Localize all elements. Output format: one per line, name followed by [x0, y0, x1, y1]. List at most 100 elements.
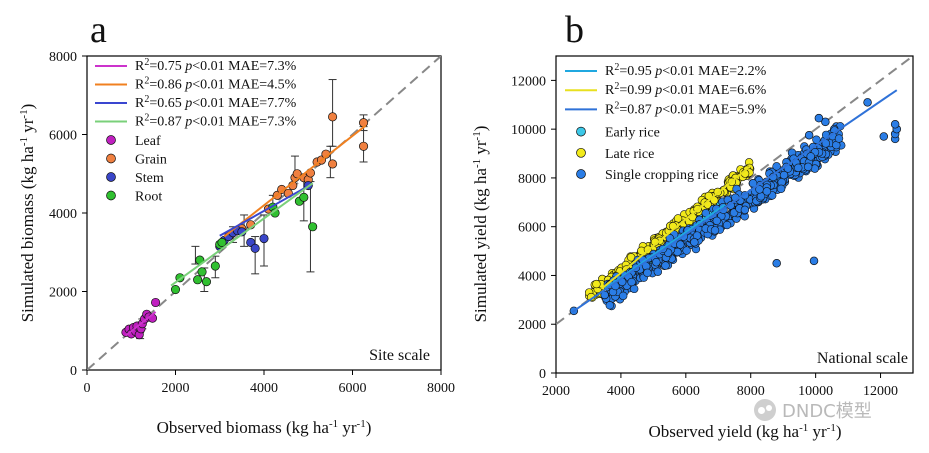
- legend-marker: [576, 169, 586, 179]
- fit-line: [125, 311, 157, 337]
- watermark: DNDC模型: [754, 396, 914, 424]
- data-point: [605, 301, 615, 310]
- y-tick-label: 4000: [518, 269, 546, 284]
- legend-series-entry: Grain: [106, 153, 167, 168]
- legend-label: Stem: [135, 171, 164, 186]
- panel-b: b 2000 4000 6000 8000 10000 12000 0 2000 4000 6000…: [471, 9, 914, 441]
- data-point: [308, 222, 318, 232]
- data-point: [259, 233, 269, 244]
- plot-frame: [555, 55, 914, 374]
- data-point: [879, 132, 889, 141]
- legend-series-entry: Stem: [106, 171, 164, 186]
- panel-a: a 0 2000 4000 6000 8000 0 2000 4000 6000 8000 Obser…: [18, 9, 455, 437]
- data-point: [170, 284, 181, 295]
- y-tick-label: 8000: [49, 50, 77, 65]
- y-tick-label: 12000: [511, 74, 546, 89]
- data-point: [600, 290, 609, 300]
- legend-marker: [106, 190, 116, 201]
- data-point: [292, 169, 302, 179]
- data-point: [762, 187, 772, 196]
- x-tick-label: 0: [84, 381, 91, 396]
- x-tick-label: 4000: [607, 384, 635, 399]
- x-tick-label: 4000: [250, 381, 278, 396]
- one-to-one-line: [556, 56, 913, 326]
- data-point: [863, 98, 872, 107]
- legend-fit-entry: R2=0.86 p<0.01 MAE=4.5%: [95, 75, 297, 93]
- data-point: [217, 237, 227, 247]
- legend-fit-entry: R2=0.75 p<0.01 MAE=7.3%: [95, 57, 297, 75]
- data-point: [690, 238, 699, 247]
- data-point: [328, 112, 338, 122]
- y-tick-label: 2000: [518, 318, 546, 333]
- series-leaf: [121, 297, 161, 340]
- legend-label: R2=0.86 p<0.01 MAE=4.5%: [135, 75, 297, 93]
- data-point: [193, 275, 203, 285]
- data-point: [151, 297, 161, 308]
- x-tick-label: 6000: [672, 384, 700, 399]
- data-point: [712, 216, 722, 225]
- x-axis-label: Observed biomass (kg ha-1 yr-1): [157, 418, 372, 437]
- legend-label: R2=0.75 p<0.01 MAE=7.3%: [135, 57, 297, 75]
- y-tick-label: 6000: [518, 221, 546, 236]
- data-point: [740, 205, 750, 215]
- x-tick-label: 8000: [427, 381, 455, 396]
- plot-area: [556, 56, 913, 326]
- data-point: [197, 267, 207, 277]
- x-tick-label: 12000: [863, 384, 898, 399]
- data-point: [676, 240, 685, 249]
- legend-marker: [576, 126, 586, 137]
- legend-series-entry: Early rice: [576, 126, 660, 141]
- legend-marker: [106, 153, 116, 164]
- legend-series-entry: Leaf: [106, 134, 161, 149]
- legend-fit-entry: R2=0.87 p<0.01 MAE=7.3%: [95, 112, 297, 130]
- data-point: [619, 291, 628, 301]
- panel-label: b: [565, 9, 584, 51]
- legend-label: R2=0.87 p<0.01 MAE=5.9%: [605, 100, 767, 118]
- fit-line: [604, 203, 726, 290]
- legend-fit-entry: R2=0.87 p<0.01 MAE=5.9%: [565, 100, 767, 118]
- data-point: [250, 243, 260, 253]
- x-tick-label: 8000: [737, 384, 765, 399]
- data-point: [710, 226, 720, 235]
- y-tick-label: 10000: [511, 123, 546, 138]
- chat-bubble-icon: [754, 399, 776, 421]
- data-point: [682, 246, 691, 255]
- x-tick-label: 2000: [542, 384, 570, 399]
- data-point: [803, 162, 813, 172]
- legend-marker: [106, 172, 116, 182]
- legend-label: Leaf: [135, 134, 161, 149]
- data-point: [772, 162, 781, 171]
- legend-fit-entry: R2=0.95 p<0.01 MAE=2.2%: [565, 62, 767, 79]
- legend-label: Late rice: [605, 147, 654, 162]
- data-point: [627, 277, 636, 287]
- x-tick-label: 10000: [798, 384, 833, 399]
- y-tick-label: 0: [539, 367, 546, 382]
- x-axis-label: Observed yield (kg ha-1 yr-1): [648, 422, 841, 441]
- x-tick-label: 6000: [339, 381, 367, 396]
- legend-marker: [106, 135, 116, 145]
- fit-line: [219, 182, 314, 237]
- data-point: [772, 259, 781, 268]
- data-point: [359, 141, 369, 151]
- data-point: [653, 267, 663, 276]
- legend-label: R2=0.65 p<0.01 MAE=7.7%: [135, 94, 297, 112]
- scale-label: National scale: [817, 350, 908, 367]
- legend-series-entry: Root: [106, 190, 162, 205]
- legend-marker: [576, 147, 586, 158]
- legend-label: Grain: [135, 153, 167, 168]
- data-point: [821, 117, 830, 127]
- legend-fit-entry: R2=0.99 p<0.01 MAE=6.6%: [565, 81, 767, 99]
- data-point: [834, 134, 844, 143]
- data-point: [328, 159, 338, 169]
- data-point: [794, 163, 803, 173]
- data-point: [809, 256, 819, 266]
- data-point: [299, 192, 309, 202]
- fit-line: [170, 182, 314, 287]
- legend-label: R2=0.99 p<0.01 MAE=6.6%: [605, 81, 767, 99]
- y-tick-label: 2000: [49, 286, 77, 301]
- legend-label: Early rice: [605, 126, 660, 141]
- data-point: [201, 277, 212, 287]
- scale-label: Site scale: [369, 347, 430, 364]
- legend-label: Root: [135, 190, 162, 205]
